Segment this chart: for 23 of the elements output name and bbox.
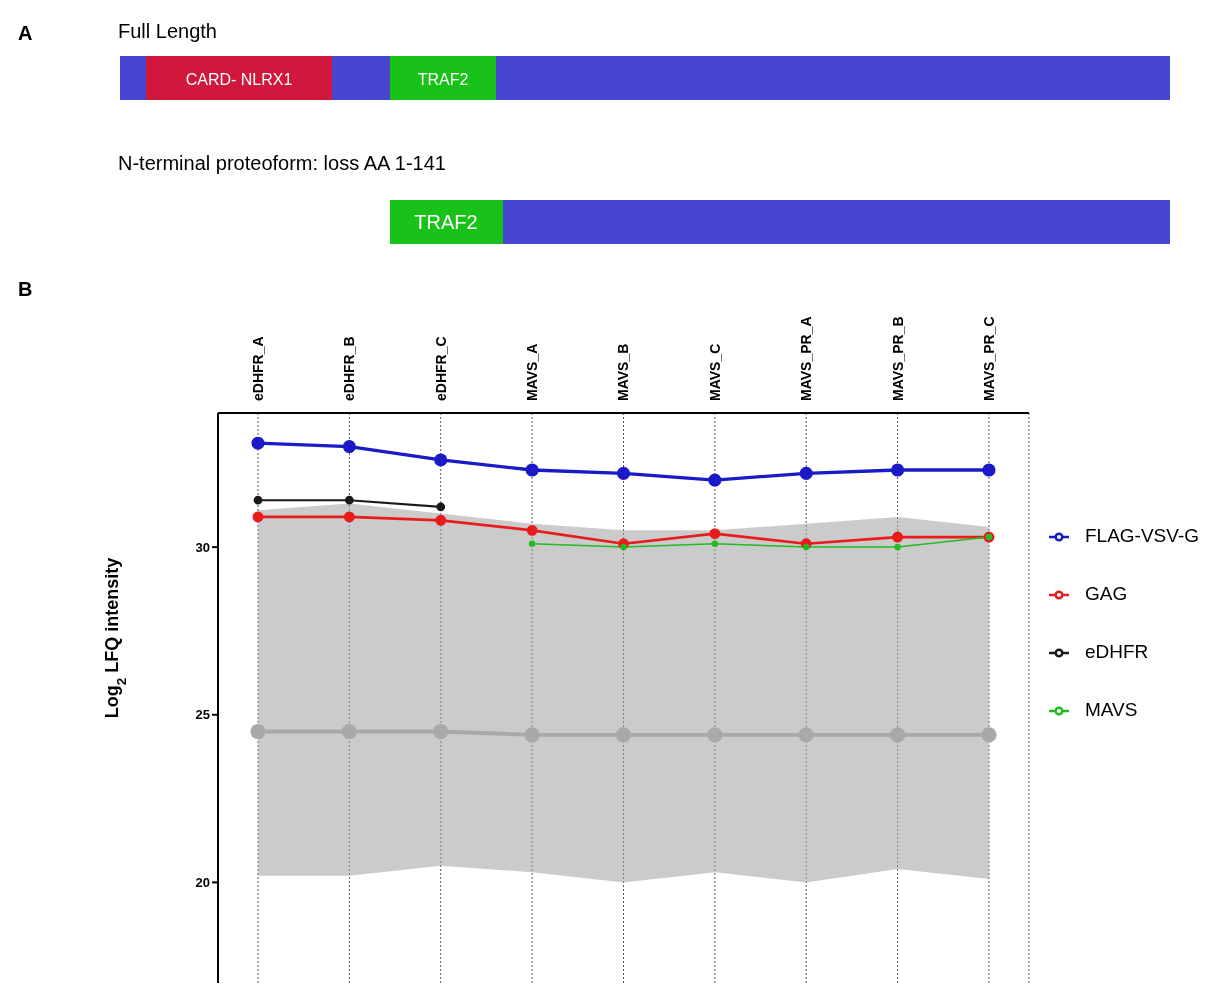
x-tick-label: MAVS_C [706,343,723,401]
legend-label: eDHFR [1084,641,1149,662]
text: Full Length [118,20,217,42]
text: TRAF2 [417,71,469,88]
x-tick-label: MAVS_A [524,343,541,401]
legend-label: MAVS [1084,699,1138,720]
text: N-terminal proteoform: loss AA 1-141 [118,152,446,174]
text: B [18,278,33,301]
x-tick-label: MAVS_B [615,343,632,401]
y-tick-label: 25 [195,707,210,723]
y-tick-label: 30 [195,539,210,555]
legend-label: FLAG-VSV-G [1084,525,1199,546]
legend-label: GAG [1084,583,1128,604]
text: TRAF2 [414,211,478,233]
x-tick-label: eDHFR_B [341,336,358,401]
x-tick-label: eDHFR_C [432,336,449,401]
text: CARD- NLRX1 [185,71,293,88]
text: A [18,22,33,44]
x-tick-label: MAVS_PR_C [980,316,997,401]
x-tick-label: MAVS_PR_B [889,316,906,401]
y-tick-label: 20 [195,875,210,891]
x-tick-label: eDHFR_A [250,336,266,401]
x-tick-label: MAVS_PR_A [798,316,815,401]
